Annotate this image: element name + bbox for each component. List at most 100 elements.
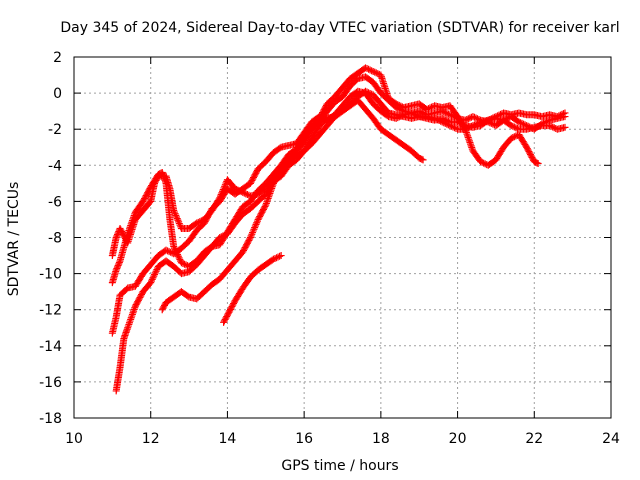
data-point: [362, 64, 370, 72]
data-point: [472, 114, 480, 122]
x-tick-label: 12: [142, 431, 160, 447]
data-point: [470, 113, 478, 121]
data-point: [219, 232, 227, 240]
data-point: [152, 267, 160, 275]
data-point: [441, 116, 449, 124]
data-point: [164, 247, 172, 255]
data-point: [553, 113, 561, 121]
data-point: [220, 184, 228, 192]
data-point: [507, 122, 515, 130]
data-point: [246, 235, 254, 243]
data-point: [555, 112, 563, 120]
data-point: [510, 133, 518, 141]
data-point: [217, 191, 225, 199]
data-point: [151, 269, 159, 277]
data-point: [175, 220, 183, 228]
data-point: [480, 159, 488, 167]
x-axis-ticks: 10 12 14 16 18 20 22 24: [65, 57, 620, 447]
data-point: [249, 229, 257, 237]
x-axis-label: GPS time / hours: [281, 458, 398, 474]
data-point: [446, 111, 454, 119]
data-point: [366, 89, 374, 97]
data-point: [216, 234, 224, 241]
data-point: [261, 202, 269, 210]
data-point: [247, 232, 255, 240]
data-point: [559, 110, 567, 118]
data-point: [240, 189, 248, 197]
data-point: [179, 259, 187, 267]
data-point: [165, 248, 173, 256]
data-point: [507, 134, 515, 142]
data-point: [249, 227, 257, 235]
data-point: [534, 159, 542, 167]
chart-title: Day 345 of 2024, Sidereal Day-to-day VTE…: [60, 20, 619, 36]
data-point: [197, 217, 205, 225]
data-point: [495, 111, 503, 119]
y-tick-label: -12: [39, 303, 62, 319]
data-point: [444, 110, 452, 118]
series-track-d: [112, 96, 427, 395]
data-point: [221, 181, 229, 189]
data-series: [108, 64, 569, 395]
data-point: [440, 115, 448, 123]
data-point: [477, 158, 485, 166]
data-point: [242, 190, 250, 198]
data-point: [443, 109, 451, 117]
y-tick-label: 2: [53, 50, 62, 66]
data-point: [253, 217, 261, 225]
data-point: [112, 234, 120, 241]
data-point: [251, 222, 259, 230]
data-point: [216, 194, 224, 202]
data-point: [423, 105, 431, 113]
y-tick-label: -6: [48, 194, 62, 210]
data-point: [443, 117, 451, 125]
data-point: [239, 188, 247, 196]
series-track-f: [220, 252, 285, 326]
data-point: [252, 220, 260, 228]
data-point: [246, 234, 254, 241]
data-point: [438, 114, 446, 122]
data-point: [115, 258, 123, 266]
data-point: [194, 218, 202, 226]
data-point: [148, 275, 156, 283]
y-tick-label: -16: [39, 375, 62, 391]
data-point: [174, 251, 182, 259]
data-point: [419, 156, 427, 164]
data-point: [217, 233, 225, 241]
data-point: [509, 122, 517, 130]
data-point: [426, 104, 434, 112]
data-point: [215, 195, 223, 203]
data-point: [397, 102, 405, 110]
data-point: [427, 103, 435, 111]
data-point: [493, 112, 501, 120]
y-tick-label: -4: [48, 158, 62, 174]
y-tick-label: -10: [39, 267, 62, 283]
data-point: [394, 101, 402, 109]
data-point: [170, 206, 178, 214]
y-tick-label: -14: [39, 339, 62, 355]
data-point: [444, 117, 452, 125]
data-point: [490, 113, 498, 121]
data-point: [173, 215, 181, 223]
data-point: [172, 247, 180, 255]
data-point: [486, 115, 494, 123]
data-point: [271, 254, 279, 262]
x-tick-label: 10: [65, 431, 83, 447]
data-point: [392, 100, 400, 108]
y-axis-ticks: 2 0 -2 -4 -6 -8 -10 -12 -14 -16 -18: [39, 50, 611, 427]
data-point: [463, 115, 471, 123]
y-axis-label: SDTVAR / TECUs: [6, 182, 22, 297]
data-point: [176, 256, 184, 264]
data-point: [219, 187, 227, 195]
data-point: [362, 87, 370, 95]
data-point: [171, 210, 179, 218]
data-point: [277, 252, 285, 260]
y-tick-label: -18: [39, 411, 62, 427]
data-point: [510, 123, 518, 131]
data-point: [363, 65, 371, 73]
data-point: [113, 232, 121, 240]
series-track-b: [108, 73, 569, 287]
data-point: [497, 110, 505, 118]
data-point: [170, 244, 178, 252]
